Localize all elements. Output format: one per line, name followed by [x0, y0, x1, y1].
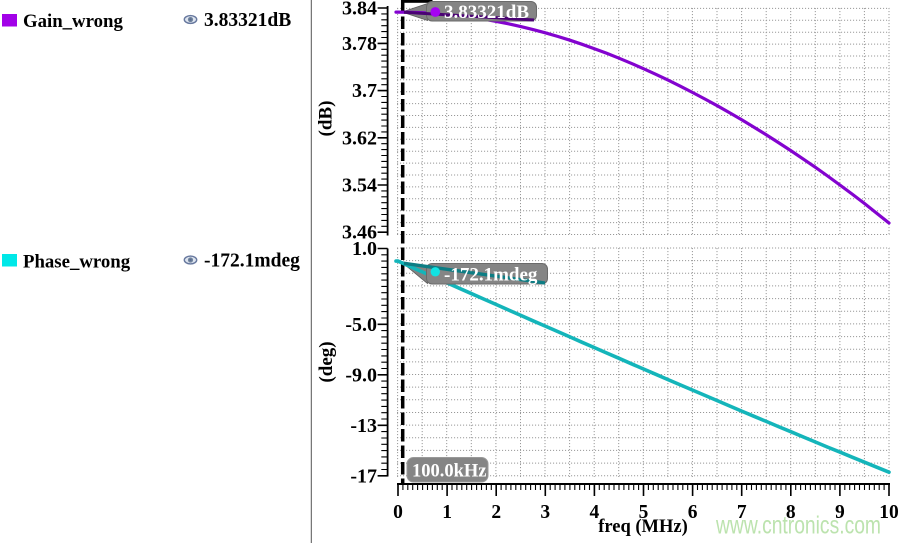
svg-text:1.0: 1.0 — [352, 238, 377, 260]
svg-text:3.62: 3.62 — [342, 127, 377, 149]
svg-text:9: 9 — [835, 502, 845, 523]
svg-text:6: 6 — [688, 502, 698, 523]
svg-text:-172.1mdeg: -172.1mdeg — [204, 251, 300, 272]
svg-text:www.cntronics.com: www.cntronics.com — [715, 512, 881, 540]
svg-text:Phase_wrong: Phase_wrong — [23, 252, 131, 273]
svg-text:3.83321dB: 3.83321dB — [204, 10, 291, 31]
svg-text:-13: -13 — [350, 415, 377, 437]
svg-text:-172.1mdeg: -172.1mdeg — [444, 265, 538, 286]
svg-text:3.46: 3.46 — [342, 222, 377, 244]
svg-text:3.83321dB: 3.83321dB — [444, 2, 529, 23]
svg-text:-5.0: -5.0 — [345, 314, 377, 336]
svg-text:5: 5 — [639, 502, 649, 523]
svg-text:(dB): (dB) — [316, 101, 337, 137]
svg-text:100.0kHz: 100.0kHz — [412, 462, 487, 482]
svg-text:-17: -17 — [350, 465, 377, 487]
svg-text:3.84: 3.84 — [342, 0, 377, 20]
svg-text:-9.0: -9.0 — [345, 364, 377, 386]
svg-text:7: 7 — [737, 502, 747, 523]
svg-text:3.54: 3.54 — [342, 175, 377, 197]
svg-text:(deg): (deg) — [316, 341, 337, 382]
svg-text:2: 2 — [491, 502, 501, 523]
svg-text:3.7: 3.7 — [352, 80, 377, 102]
svg-text:freq (MHz): freq (MHz) — [598, 517, 688, 537]
svg-text:3.78: 3.78 — [342, 33, 377, 55]
svg-text:4: 4 — [590, 502, 600, 523]
svg-text:0: 0 — [393, 502, 403, 523]
svg-text:Gain_wrong: Gain_wrong — [23, 11, 123, 32]
svg-text:8: 8 — [786, 502, 796, 523]
svg-text:3: 3 — [540, 502, 550, 523]
svg-text:10: 10 — [879, 502, 899, 523]
svg-text:1: 1 — [442, 502, 452, 523]
